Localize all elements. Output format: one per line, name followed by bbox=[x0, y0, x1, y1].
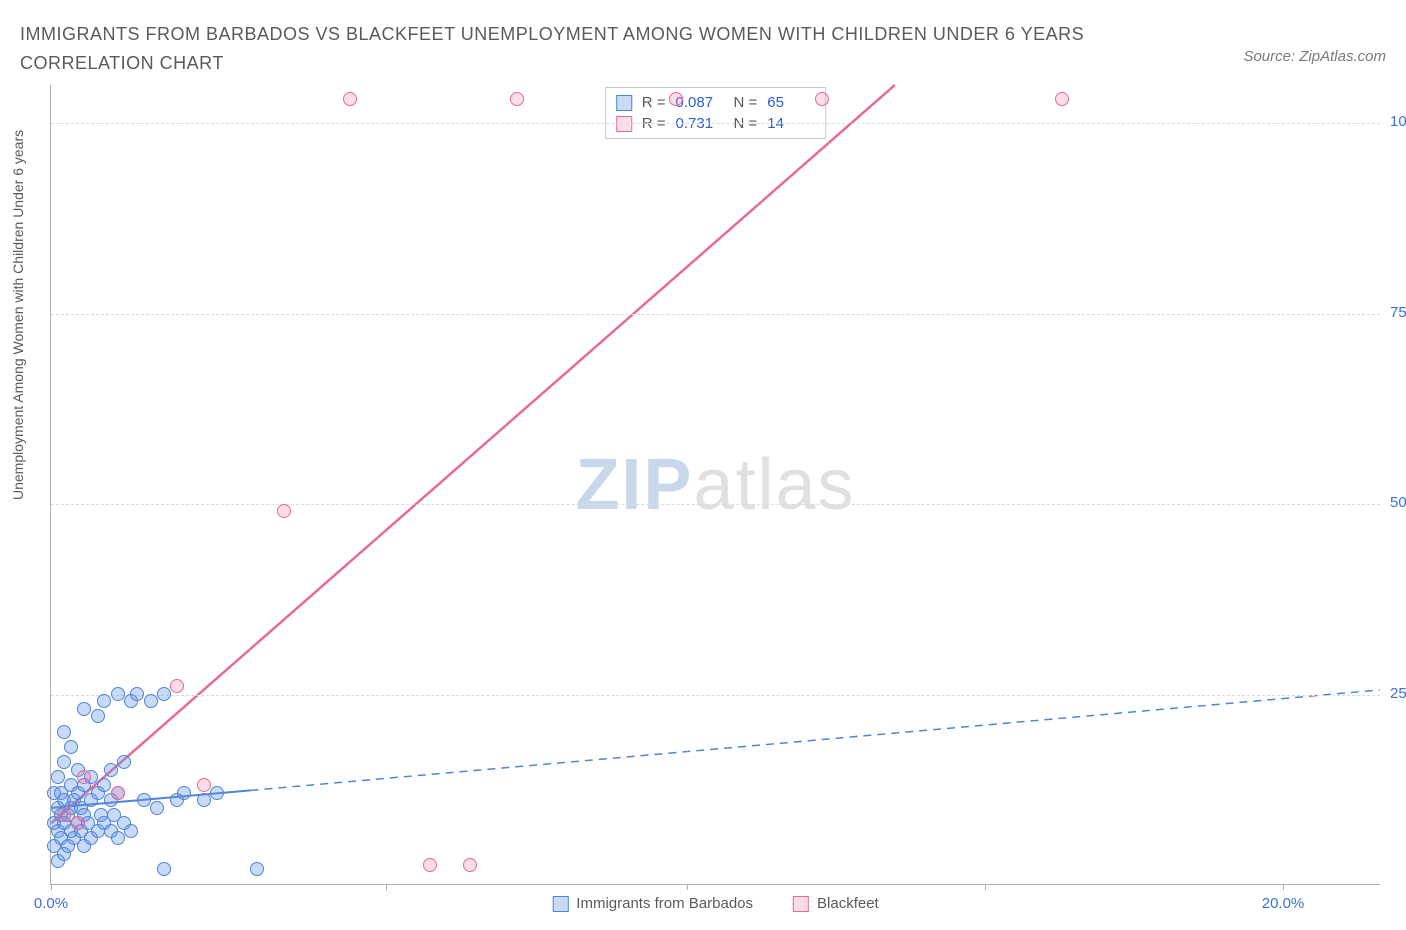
data-point bbox=[150, 801, 164, 815]
stat-n-value: 65 bbox=[767, 94, 815, 111]
legend-item: Blackfeet bbox=[793, 895, 879, 912]
data-point bbox=[57, 725, 71, 739]
data-point bbox=[104, 763, 118, 777]
data-point bbox=[97, 778, 111, 792]
data-point bbox=[71, 816, 85, 830]
data-point bbox=[97, 694, 111, 708]
data-point bbox=[157, 862, 171, 876]
data-point bbox=[137, 793, 151, 807]
data-point bbox=[91, 709, 105, 723]
trend-line bbox=[51, 85, 894, 823]
gridline-h bbox=[51, 314, 1380, 315]
y-tick-label: 25.0% bbox=[1390, 685, 1406, 702]
stats-row: R =0.087N =65 bbox=[616, 92, 816, 113]
data-point bbox=[144, 694, 158, 708]
x-tick-label: 20.0% bbox=[1262, 895, 1305, 912]
legend-swatch bbox=[616, 95, 632, 111]
stat-r-label: R = bbox=[642, 94, 666, 111]
data-point bbox=[111, 687, 125, 701]
legend-swatch bbox=[552, 896, 568, 912]
legend-label: Blackfeet bbox=[817, 895, 879, 912]
data-point bbox=[1055, 92, 1069, 106]
data-point bbox=[210, 786, 224, 800]
data-point bbox=[250, 862, 264, 876]
legend-item: Immigrants from Barbados bbox=[552, 895, 753, 912]
data-point bbox=[64, 740, 78, 754]
gridline-h bbox=[51, 123, 1380, 124]
data-point bbox=[177, 786, 191, 800]
data-point bbox=[57, 755, 71, 769]
data-point bbox=[77, 702, 91, 716]
x-tick bbox=[386, 884, 387, 890]
trend-lines-layer bbox=[51, 85, 1380, 884]
source-label: Source: ZipAtlas.com bbox=[1243, 48, 1386, 65]
data-point bbox=[423, 858, 437, 872]
data-point bbox=[157, 687, 171, 701]
gridline-h bbox=[51, 695, 1380, 696]
data-point bbox=[197, 793, 211, 807]
legend: Immigrants from Barbados Blackfeet bbox=[552, 895, 878, 912]
trend-line bbox=[251, 690, 1380, 790]
data-point bbox=[197, 778, 211, 792]
data-point bbox=[463, 858, 477, 872]
x-tick bbox=[51, 884, 52, 890]
y-tick-label: 100.0% bbox=[1390, 113, 1406, 130]
data-point bbox=[669, 92, 683, 106]
stat-n-label: N = bbox=[734, 94, 758, 111]
data-point bbox=[111, 786, 125, 800]
data-point bbox=[51, 770, 65, 784]
x-tick bbox=[687, 884, 688, 890]
data-point bbox=[510, 92, 524, 106]
x-tick-label: 0.0% bbox=[34, 895, 68, 912]
stats-box: R =0.087N =65R =0.731N =14 bbox=[605, 87, 827, 139]
y-axis-label: Unemployment Among Women with Children U… bbox=[10, 130, 26, 500]
legend-label: Immigrants from Barbados bbox=[576, 895, 753, 912]
data-point bbox=[277, 504, 291, 518]
gridline-h bbox=[51, 504, 1380, 505]
y-tick-label: 50.0% bbox=[1390, 494, 1406, 511]
x-tick bbox=[985, 884, 986, 890]
data-point bbox=[170, 679, 184, 693]
data-point bbox=[117, 755, 131, 769]
data-point bbox=[77, 770, 91, 784]
data-point bbox=[815, 92, 829, 106]
data-point bbox=[343, 92, 357, 106]
scatter-plot: ZIPatlas R =0.087N =65R =0.731N =14 Immi… bbox=[50, 85, 1380, 885]
data-point bbox=[57, 808, 71, 822]
y-tick-label: 75.0% bbox=[1390, 304, 1406, 321]
data-point bbox=[124, 824, 138, 838]
x-tick bbox=[1283, 884, 1284, 890]
data-point bbox=[111, 831, 125, 845]
data-point bbox=[130, 687, 144, 701]
chart-title: IMMIGRANTS FROM BARBADOS VS BLACKFEET UN… bbox=[20, 20, 1170, 78]
legend-swatch bbox=[793, 896, 809, 912]
